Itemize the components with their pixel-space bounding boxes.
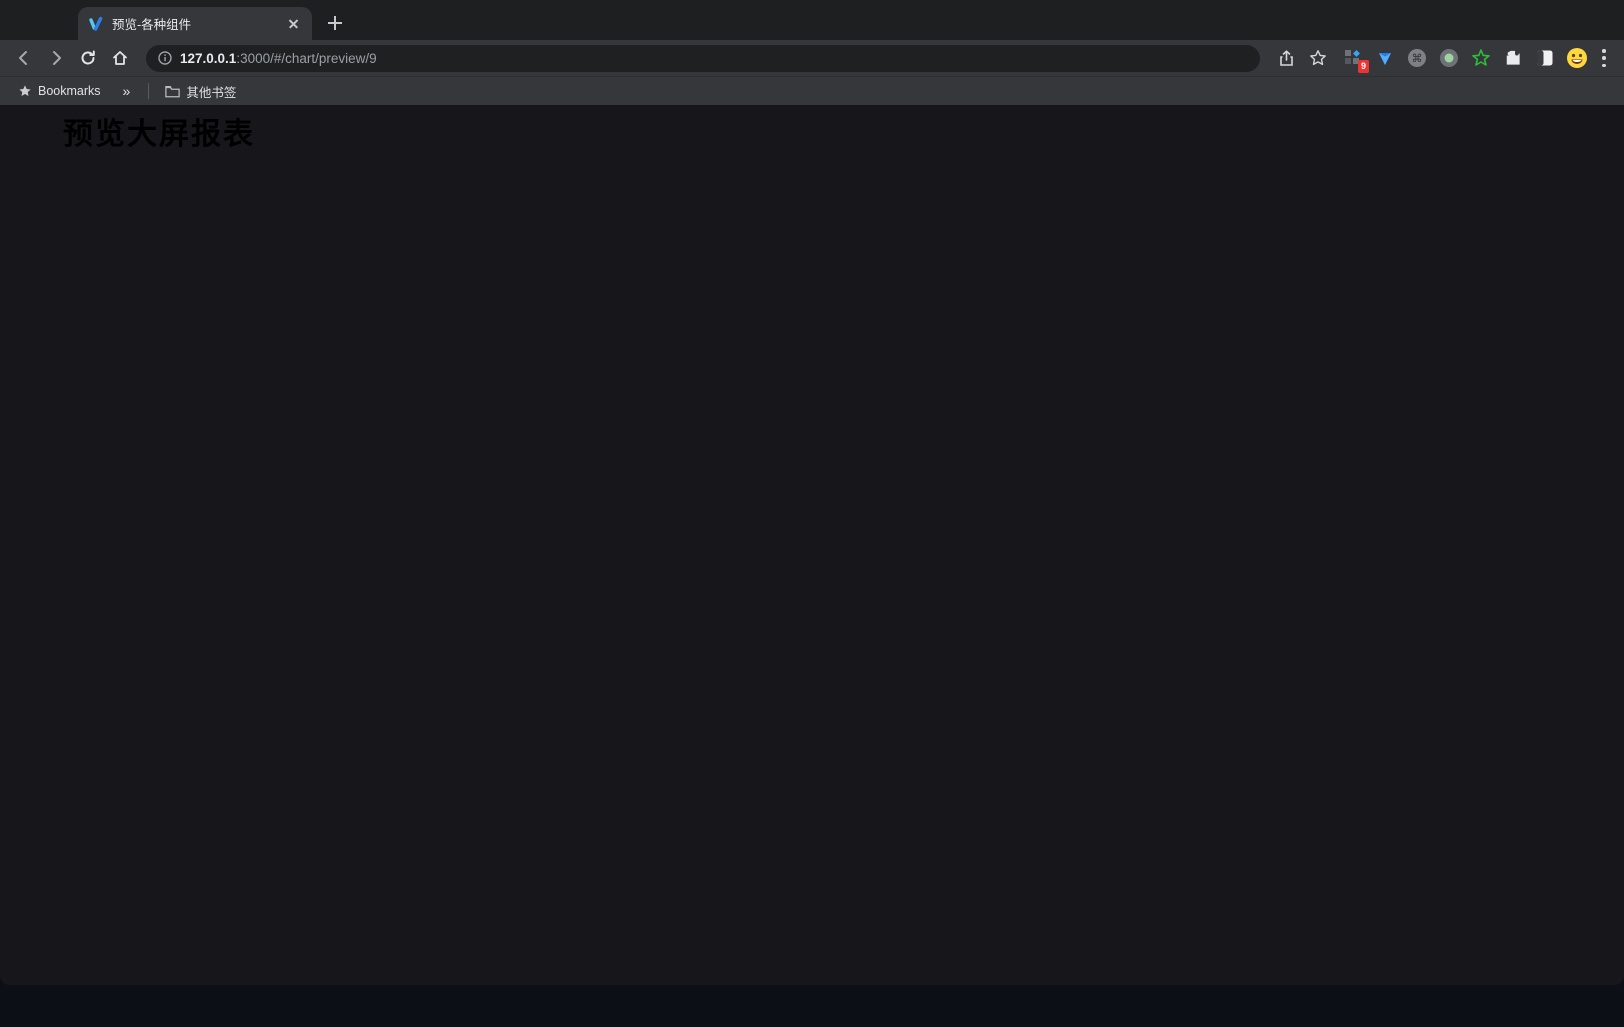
browser-window: 预览-各种组件 127.0.0.1:3000/#/chart/preview/9 — [0, 0, 1624, 985]
reload-button[interactable] — [74, 44, 102, 72]
toolbar: 127.0.0.1:3000/#/chart/preview/9 9 ⌘ — [0, 40, 1624, 76]
folder-icon — [165, 85, 181, 97]
chart-line-two-series — [46, 427, 412, 633]
contrast-extension-icon[interactable] — [1534, 47, 1556, 69]
chart-city-progress — [1000, 157, 1370, 381]
avatar-emoji[interactable] — [1566, 47, 1588, 69]
tab-title: 预览-各种组件 — [112, 18, 192, 32]
forward-button[interactable] — [42, 44, 70, 72]
window-zoom-button[interactable] — [60, 15, 73, 28]
gem-extension-icon[interactable] — [1374, 47, 1396, 69]
page-content: 预览大屏报表 — [0, 105, 1624, 985]
bookmarks-label: Bookmarks — [38, 84, 101, 98]
tab-close-icon[interactable] — [286, 16, 302, 32]
site-info-icon[interactable] — [158, 51, 172, 65]
home-button[interactable] — [106, 44, 134, 72]
bookmarks-bar: Bookmarks » 其他书签 — [0, 76, 1624, 105]
command-extension-icon[interactable]: ⌘ — [1406, 47, 1428, 69]
bookmarks-star-icon — [19, 85, 31, 96]
bookmark-star-button[interactable] — [1304, 44, 1332, 72]
new-tab-button[interactable] — [325, 13, 345, 33]
record-extension-icon[interactable] — [1438, 47, 1460, 69]
browser-menu-button[interactable] — [1602, 49, 1606, 67]
url-text: 127.0.0.1:3000/#/chart/preview/9 — [180, 50, 377, 66]
titlebar: 预览-各种组件 — [0, 0, 1624, 40]
chart-donut-week — [556, 637, 916, 899]
tab-favicon — [89, 16, 103, 31]
star-extension-icon[interactable] — [1470, 47, 1492, 69]
chart-area-single — [997, 387, 1342, 593]
bookmarks-separator — [148, 83, 150, 99]
chart-bar-horizontal — [497, 151, 889, 363]
browser-tab[interactable]: 预览-各种组件 — [78, 7, 312, 40]
chart-gauge-percent — [1040, 640, 1272, 870]
address-bar[interactable]: 127.0.0.1:3000/#/chart/preview/9 — [146, 44, 1260, 72]
back-button[interactable] — [10, 44, 38, 72]
chart-area-two-series — [103, 681, 469, 887]
extension-badge: 9 — [1357, 60, 1369, 73]
page-title: 预览大屏报表 — [63, 118, 255, 151]
chart-line-gradient — [502, 401, 862, 607]
share-button[interactable] — [1272, 44, 1300, 72]
bookmarks-overflow-chevron[interactable]: » — [122, 83, 131, 99]
window-minimize-button[interactable] — [39, 15, 52, 28]
svg-text:⌘: ⌘ — [1412, 53, 1423, 65]
window-close-button[interactable] — [18, 15, 31, 28]
puzzle-extension-icon[interactable] — [1502, 47, 1524, 69]
grid-extension-icon[interactable]: 9 — [1342, 47, 1369, 73]
extensions-area: 9 ⌘ — [1336, 47, 1594, 73]
bookmarks-root[interactable]: Bookmarks — [12, 81, 107, 101]
other-bookmarks[interactable]: 其他书签 — [159, 79, 242, 104]
chart-bar-vertical — [45, 149, 413, 365]
